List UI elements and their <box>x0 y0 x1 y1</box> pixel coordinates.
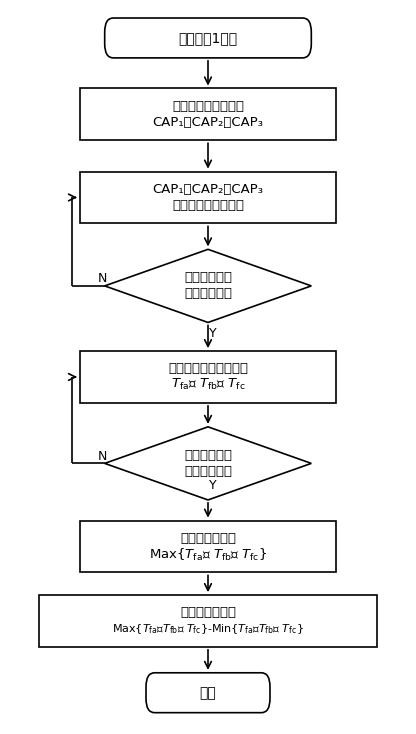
Text: 外部中断1入口: 外部中断1入口 <box>178 31 238 45</box>
Text: 单相回路频率: 单相回路频率 <box>184 272 232 284</box>
Text: 返回: 返回 <box>200 686 216 700</box>
Text: $\mathit{T}_{\rm fa}$、 $\mathit{T}_{\rm fb}$、 $\mathit{T}_{\rm fc}$: $\mathit{T}_{\rm fa}$、 $\mathit{T}_{\rm … <box>171 377 245 393</box>
Bar <box>80 172 336 223</box>
Bar <box>80 520 336 573</box>
Text: Y: Y <box>209 479 217 492</box>
Bar <box>80 89 336 140</box>
Text: 信号是否消失: 信号是否消失 <box>184 465 232 478</box>
Text: Max{$\mathit{T}_{\rm fa}$、 $\mathit{T}_{\rm fb}$、 $\mathit{T}_{\rm fc}$}: Max{$\mathit{T}_{\rm fa}$、 $\mathit{T}_{… <box>149 546 267 562</box>
Text: CAP₁、CAP₂、CAP₃: CAP₁、CAP₂、CAP₃ <box>153 183 263 196</box>
Text: 分别捕获高频脉冲数: 分别捕获高频脉冲数 <box>172 199 244 212</box>
Text: 计算开关分闸期: 计算开关分闸期 <box>180 532 236 545</box>
FancyBboxPatch shape <box>146 673 270 713</box>
Text: 分别计算单相分闸周期: 分别计算单相分闸周期 <box>168 363 248 376</box>
Text: N: N <box>98 450 107 462</box>
FancyBboxPatch shape <box>105 18 311 58</box>
Polygon shape <box>105 250 311 322</box>
Text: CAP₁、CAP₂、CAP₃: CAP₁、CAP₂、CAP₃ <box>153 116 263 129</box>
Text: 三相回路频率: 三相回路频率 <box>184 449 232 462</box>
Text: Max{$\mathit{T}_{\rm fa}$、$\mathit{T}_{\rm fb}$、 $\mathit{T}_{\rm fc}$}-Min{$\ma: Max{$\mathit{T}_{\rm fa}$、$\mathit{T}_{\… <box>112 622 304 636</box>
Bar <box>80 351 336 403</box>
Text: Y: Y <box>209 327 217 341</box>
Polygon shape <box>105 427 311 500</box>
Text: 计算三相不同期: 计算三相不同期 <box>180 606 236 619</box>
Bar <box>39 595 377 647</box>
Text: 发出高频信号并使能: 发出高频信号并使能 <box>172 100 244 113</box>
Text: N: N <box>98 272 107 285</box>
Text: 信号是否消失: 信号是否消失 <box>184 288 232 300</box>
